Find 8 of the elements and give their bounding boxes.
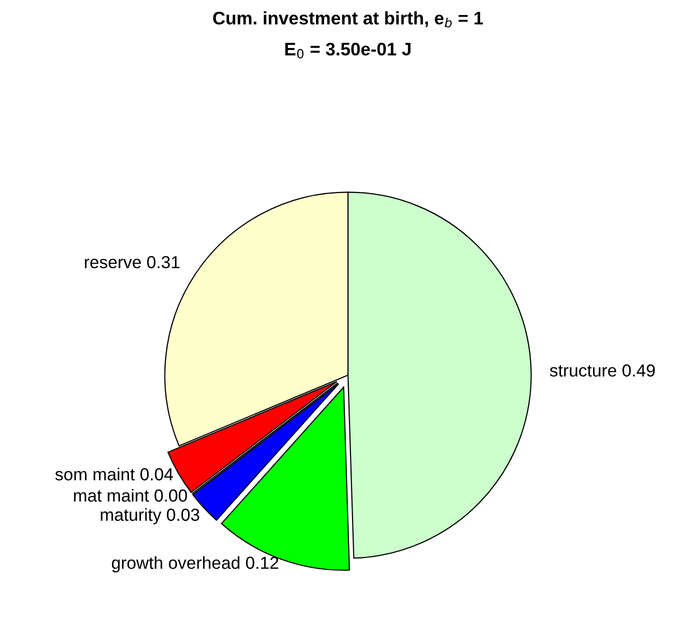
slice-label: som maint 0.04: [55, 468, 174, 480]
slice-label: maturity 0.03: [100, 508, 200, 524]
slice-label: structure 0.49: [550, 364, 655, 377]
slice-label: growth overhead 0.12: [112, 556, 278, 572]
slice-label: reserve 0.31: [84, 256, 180, 268]
chart-subtitle: E$_{0}$ = 3.50e-01 J: [285, 42, 411, 58]
category-label: mat maint 0.00: [74, 488, 188, 502]
chart-title: Cum. investment at birth, e$_{b}$ = 1: [213, 11, 483, 28]
